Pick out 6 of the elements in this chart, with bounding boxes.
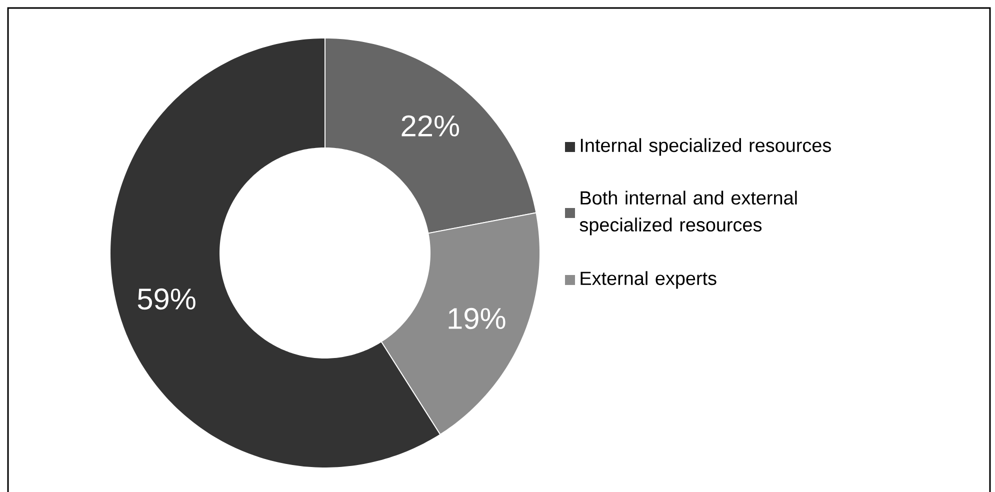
legend-label: Internal specialized resources	[580, 138, 831, 156]
data-label: 19%	[448, 308, 506, 330]
legend-label: External experts	[580, 271, 716, 289]
data-label: 59%	[138, 288, 196, 310]
legend-label: Both internal and external specialized resources	[580, 190, 797, 236]
data-label: 22%	[402, 115, 460, 136]
